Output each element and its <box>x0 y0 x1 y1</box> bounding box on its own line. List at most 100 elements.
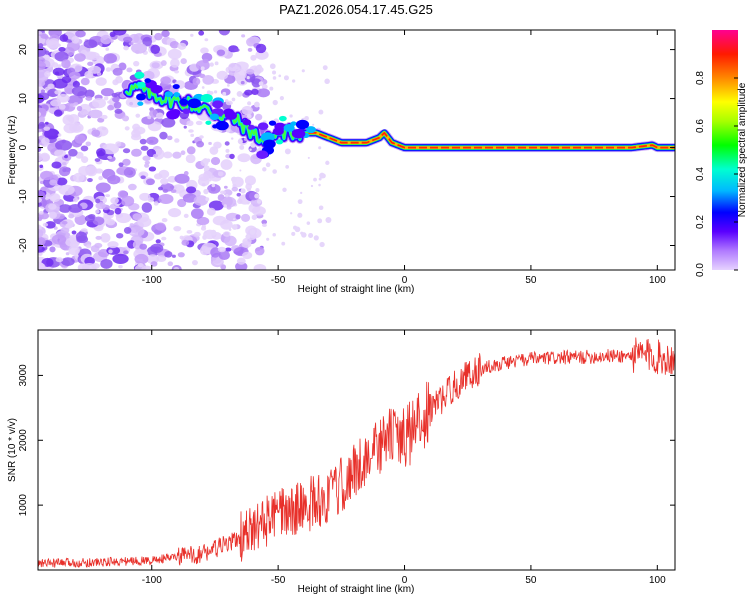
heatmap-noise-blob <box>61 76 72 84</box>
heatmap-noise-blob <box>54 51 69 62</box>
heatmap-noise-blob <box>160 76 172 85</box>
heatmap-noise-blob <box>75 65 81 70</box>
heatmap-noise-blob <box>130 42 148 54</box>
heatmap-noise-blob <box>237 153 251 163</box>
heatmap-noise-blob <box>94 242 103 249</box>
snr-x-tick-label: 0 <box>402 575 408 586</box>
heatmap-noise-blob <box>261 219 268 225</box>
heatmap-noise-blob <box>61 220 68 225</box>
heatmap-ridge-patch <box>200 93 213 103</box>
heatmap-noise-blob <box>307 156 310 159</box>
heatmap-noise-blob <box>100 114 108 120</box>
heatmap-noise-blob <box>50 99 62 107</box>
heatmap-noise-blob <box>217 246 226 253</box>
heatmap-noise-blob <box>95 182 111 193</box>
spectrogram-x-label: Height of straight line (km) <box>298 284 415 295</box>
heatmap-noise-blob <box>86 244 92 249</box>
spectrogram-y-tick-label: 20 <box>18 44 29 56</box>
heatmap-noise-blob <box>153 201 159 206</box>
heatmap-noise-blob <box>282 187 287 192</box>
heatmap-noise-blob <box>48 203 57 210</box>
heatmap-noise-blob <box>46 40 60 49</box>
heatmap-noise-blob <box>279 96 284 101</box>
heatmap-noise-blob <box>68 148 78 157</box>
heatmap-noise-blob <box>180 150 186 156</box>
heatmap-ridge-patch <box>144 78 151 83</box>
heatmap-noise-blob <box>297 212 303 218</box>
heatmap-noise-blob <box>240 188 246 194</box>
snr-x-tick-label: 100 <box>649 575 666 586</box>
heatmap-noise-blob <box>256 88 270 98</box>
heatmap-noise-blob <box>324 78 330 85</box>
heatmap-noise-blob <box>107 241 119 249</box>
heatmap-noise-blob <box>72 172 85 183</box>
snr-y-ticks: 1000 2000 3000 <box>18 364 675 516</box>
heatmap-noise-blob <box>51 161 62 169</box>
heatmap-noise-blob <box>239 169 242 172</box>
heatmap-noise-blob <box>96 148 106 157</box>
heatmap-ridge-patch <box>257 122 269 130</box>
heatmap-ridge-core <box>308 132 675 149</box>
chart-title: PAZ1.2026.054.17.45.G25 <box>279 2 433 17</box>
heatmap-noise-blob <box>272 169 277 174</box>
heatmap-noise-blob <box>225 247 232 252</box>
heatmap-noise-blob <box>57 64 62 68</box>
heatmap-ridge-patch <box>247 125 254 130</box>
heatmap-noise-blob <box>150 261 158 267</box>
heatmap-noise-blob <box>74 134 86 144</box>
heatmap-ridge-patch <box>268 120 277 126</box>
heatmap-noise-blob <box>150 44 161 55</box>
heatmap-noise-blob <box>209 62 214 67</box>
heatmap-noise-blob <box>318 146 322 150</box>
heatmap-noise-blob <box>158 193 174 204</box>
heatmap-noise-blob <box>210 157 221 166</box>
heatmap-noise-blob <box>149 109 159 118</box>
heatmap-noise-blob <box>218 250 230 261</box>
heatmap-noise-blob <box>308 232 314 239</box>
heatmap-noise-blob <box>161 218 168 223</box>
heatmap-noise-blob <box>258 81 264 86</box>
heatmap-noise-blob <box>203 188 209 195</box>
heatmap-noise-blob <box>142 70 155 81</box>
snr-frame <box>37 329 676 571</box>
heatmap-noise-blob <box>55 139 73 151</box>
heatmap-noise-blob <box>223 185 228 189</box>
colorbar-tick-label: 0.0 <box>695 263 706 277</box>
heatmap-noise-blob <box>171 254 176 258</box>
heatmap-noise-blob <box>213 141 222 149</box>
heatmap-noise-blob <box>213 90 218 94</box>
spectrogram-y-tick-label: 10 <box>18 93 29 105</box>
heatmap-ridge-patch <box>173 92 181 97</box>
heatmap-noise-blob <box>44 71 51 78</box>
heatmap-noise-blob <box>147 115 152 120</box>
heatmap-noise-blob <box>74 53 86 62</box>
heatmap-noise-blob <box>122 36 133 43</box>
heatmap-noise-blob <box>183 125 187 129</box>
heatmap-noise-blob <box>251 214 257 220</box>
heatmap-noise-blob <box>236 257 246 265</box>
heatmap-noise-blob <box>186 120 194 127</box>
heatmap-noise-blob <box>211 146 216 151</box>
heatmap-noise-blob <box>133 126 146 135</box>
heatmap-noise-blob <box>195 120 203 126</box>
heatmap-noise-blob <box>265 162 271 168</box>
heatmap-noise-blob <box>261 84 268 90</box>
heatmap-noise-blob <box>249 204 253 208</box>
heatmap-noise-blob <box>272 99 278 106</box>
heatmap-ridge-patch <box>187 98 202 109</box>
heatmap-ridge-patch <box>275 139 284 145</box>
heatmap-noise-blob <box>256 72 259 75</box>
heatmap-noise-blob <box>180 58 187 65</box>
heatmap-noise-blob <box>190 133 195 137</box>
heatmap-noise-blob <box>160 183 174 192</box>
heatmap-noise-blob <box>247 101 252 106</box>
heatmap-noise-blob <box>107 174 121 185</box>
heatmap-noise-blob <box>272 70 277 75</box>
snr-y-label: SNR (10 * v/v) <box>7 418 18 482</box>
heatmap-noise-blob <box>209 146 219 155</box>
heatmap-noise-blob <box>272 232 276 237</box>
heatmap-noise-blob <box>100 258 113 269</box>
heatmap-noise-blob <box>39 116 45 121</box>
heatmap-noise-blob <box>255 43 267 54</box>
heatmap-noise-blob <box>169 40 180 49</box>
